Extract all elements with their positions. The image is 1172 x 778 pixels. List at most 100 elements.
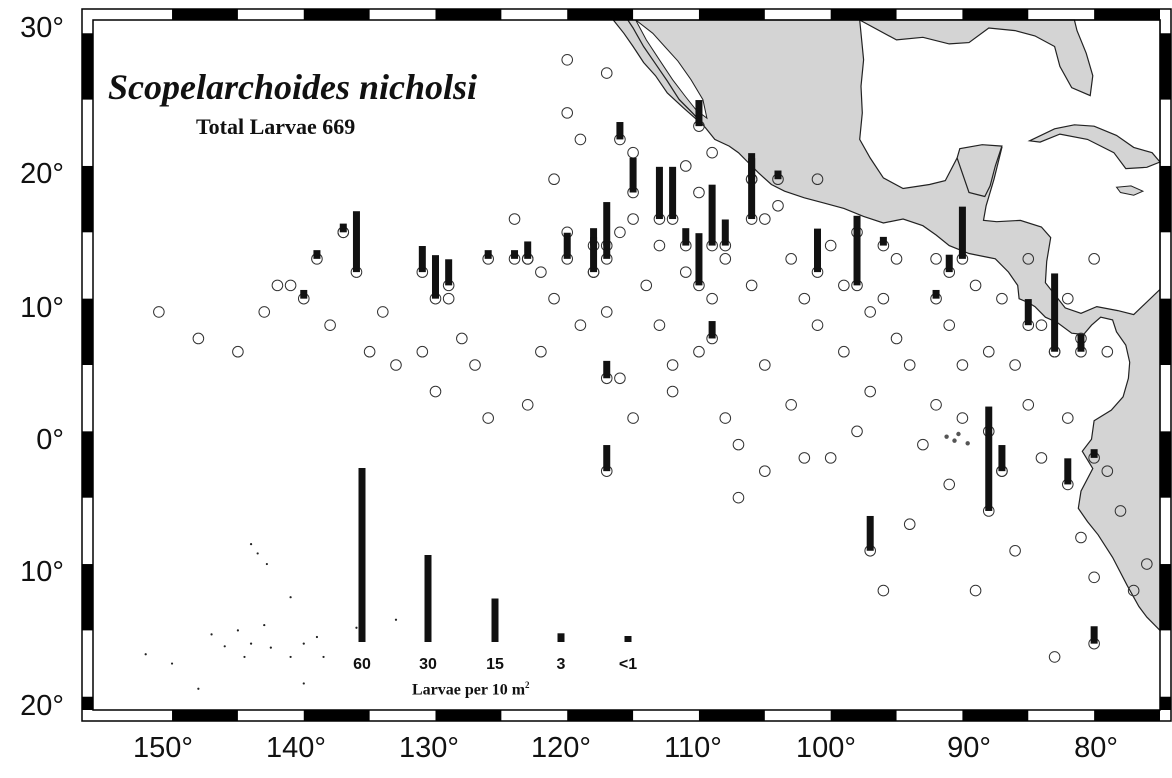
- abundance-bar: [590, 228, 598, 246]
- station-empty: [772, 199, 784, 212]
- abundance-bar: [300, 289, 308, 299]
- legend-label-3: 3: [556, 656, 566, 673]
- island-dot: [289, 596, 292, 599]
- station-empty: [271, 279, 284, 292]
- abundance-bars: [300, 100, 1098, 644]
- island-dot: [322, 655, 325, 659]
- abundance-bar: [484, 250, 492, 259]
- abundance-bar: [445, 259, 453, 286]
- frame-tick-right: [1160, 165, 1171, 233]
- abundance-bar: [748, 158, 756, 220]
- lon-label-150w: 150°: [133, 732, 193, 764]
- station-empty: [903, 518, 916, 531]
- abundance-bar: [603, 445, 611, 472]
- abundance-bar: [1051, 273, 1059, 352]
- station-empty: [1088, 253, 1100, 265]
- frame-tick-right: [1160, 298, 1171, 365]
- abundance-bar: [511, 250, 519, 259]
- abundance-bar: [998, 445, 1006, 472]
- station-empty: [996, 292, 1008, 305]
- abundance-bar: [774, 170, 782, 180]
- frame-tick-left: [82, 165, 93, 233]
- station-empty: [706, 146, 718, 159]
- island-dot: [265, 562, 268, 566]
- lon-label-90w: 90°: [947, 732, 991, 764]
- station-empty: [1035, 452, 1048, 464]
- island-dot: [394, 618, 398, 621]
- station-empty: [1035, 319, 1048, 331]
- yucatan-peninsula: [956, 144, 1003, 198]
- abundance-bar: [708, 321, 716, 339]
- lat-label-equator: 0°: [36, 424, 64, 456]
- station-empty: [535, 345, 547, 358]
- station-empty: [943, 319, 956, 331]
- station-empty: [1088, 571, 1100, 584]
- station-empty: [930, 399, 942, 411]
- frame-tick-top: [303, 9, 370, 20]
- station-empty: [666, 385, 679, 398]
- abundance-bar: [1090, 626, 1098, 644]
- station-empty: [706, 292, 718, 305]
- frame-tick-right: [1160, 564, 1171, 631]
- station-empty: [890, 253, 903, 265]
- frame-tick-left: [82, 298, 93, 365]
- map-title: Scopelarchoides nicholsi: [108, 67, 478, 107]
- lat-label-10n: 10°: [20, 292, 64, 324]
- legend-bar-0: [358, 468, 366, 642]
- frame-tick-bottom: [962, 710, 1029, 721]
- station-empty: [890, 332, 903, 345]
- lon-label-120w: 120°: [531, 732, 591, 764]
- abundance-bar: [418, 246, 426, 273]
- landmass: [144, 19, 1161, 690]
- florida-gulf-coast: [859, 19, 1094, 97]
- island-dot: [144, 653, 147, 656]
- station-empty: [1022, 253, 1035, 265]
- station-empty: [482, 412, 494, 424]
- station-empty: [930, 253, 942, 265]
- station-empty: [363, 345, 376, 358]
- station-empty: [416, 345, 429, 358]
- abundance-bar: [590, 237, 598, 273]
- abundance-bar: [682, 228, 690, 246]
- legend-unit: Larvae per 10 m2: [412, 680, 530, 699]
- station-empty: [653, 239, 666, 252]
- station-empty: [1061, 412, 1074, 424]
- frame-tick-bottom: [172, 710, 238, 721]
- station-empty: [785, 399, 797, 411]
- station-empty: [719, 253, 732, 265]
- frame-tick-top: [435, 9, 502, 20]
- abundance-bar: [748, 153, 756, 180]
- galapagos-islet: [952, 438, 957, 443]
- station-empty: [903, 359, 916, 371]
- abundance-bar: [879, 236, 887, 246]
- station-empty: [1101, 465, 1114, 477]
- station-empty: [745, 279, 758, 292]
- abundance-bar: [1090, 449, 1098, 458]
- station-empty: [377, 306, 389, 318]
- station-empty: [561, 54, 574, 66]
- island-dot: [249, 642, 253, 645]
- station-empty: [548, 173, 560, 186]
- frame-tick-top: [698, 9, 765, 20]
- legend-unit-superscript: 2: [525, 680, 530, 690]
- abundance-bar: [695, 233, 703, 286]
- frame-tick-bottom: [1094, 710, 1160, 721]
- island-dot: [243, 655, 246, 659]
- lat-label-10s: 10°: [20, 556, 64, 588]
- station-empty: [574, 133, 587, 146]
- abundance-bar: [655, 166, 663, 220]
- island-dot: [256, 552, 259, 555]
- galapagos-islet: [956, 431, 961, 437]
- station-empty: [679, 266, 692, 278]
- station-empty: [811, 319, 824, 331]
- abundance-bar: [669, 166, 677, 220]
- island-dot: [210, 633, 213, 636]
- island-dot: [249, 543, 253, 546]
- frame-tick-top: [830, 9, 897, 20]
- station-empty: [838, 345, 850, 358]
- frame-tick-bottom: [435, 710, 502, 721]
- frame-tick-bottom: [830, 710, 897, 721]
- station-empty: [785, 253, 797, 265]
- station-empty: [390, 359, 402, 371]
- station-empty: [1101, 345, 1114, 358]
